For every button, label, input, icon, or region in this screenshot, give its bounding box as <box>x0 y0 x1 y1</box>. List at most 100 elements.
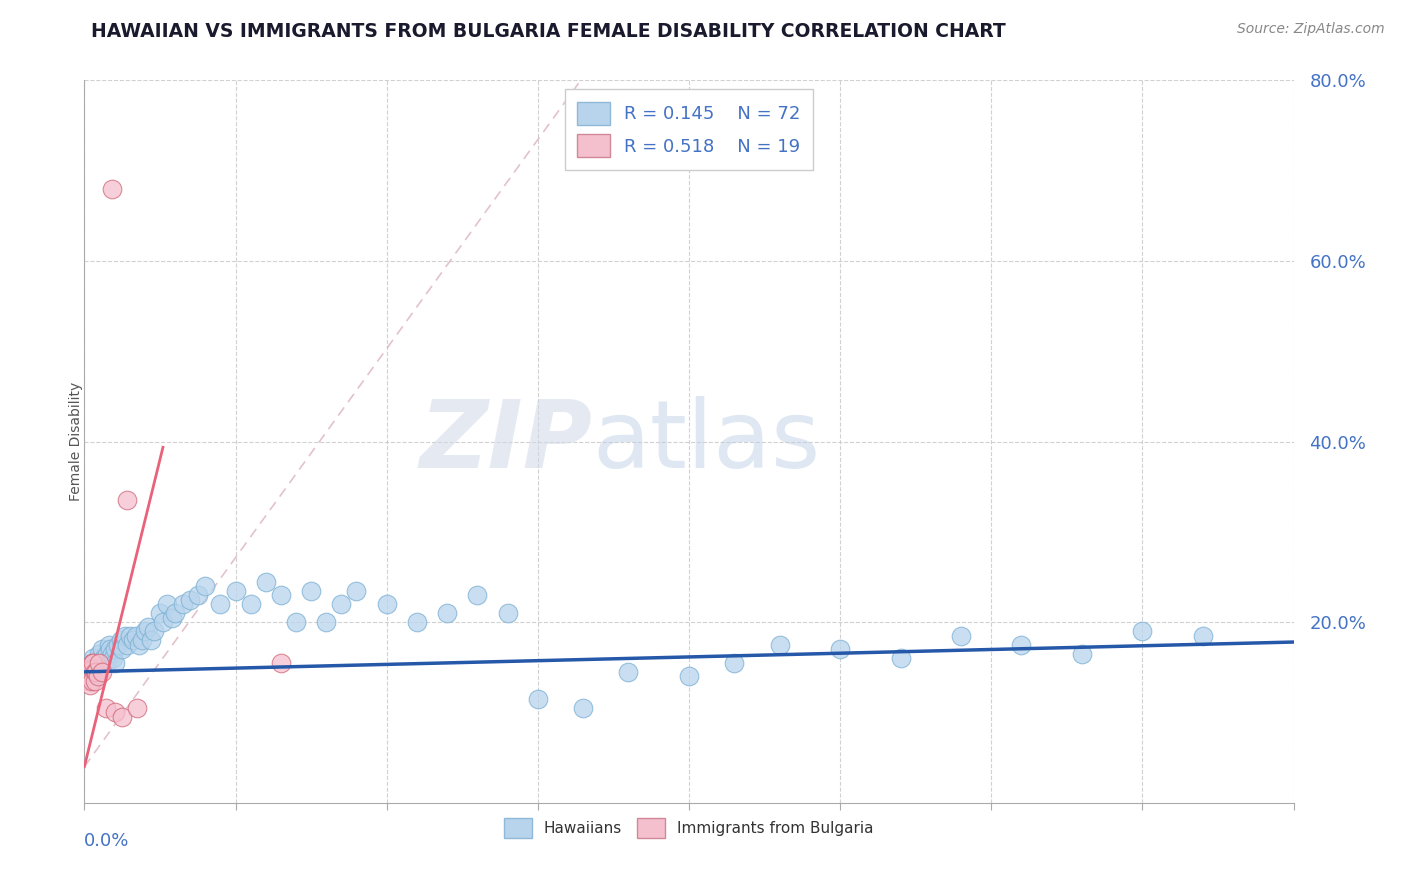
Point <box>270 656 292 670</box>
Point <box>299 583 322 598</box>
Point <box>86 665 108 679</box>
Point <box>160 610 183 624</box>
Point <box>315 615 337 630</box>
Point <box>134 624 156 639</box>
Point <box>172 597 194 611</box>
Point <box>93 651 115 665</box>
Point <box>152 615 174 630</box>
Point <box>91 642 114 657</box>
Point <box>80 673 103 688</box>
Point <box>80 662 103 676</box>
Point <box>91 665 114 679</box>
Point <box>830 642 852 657</box>
Y-axis label: Female Disability: Female Disability <box>69 382 83 501</box>
Point <box>125 629 148 643</box>
Point <box>79 669 101 683</box>
Point <box>104 656 127 670</box>
Point <box>115 493 138 508</box>
Point <box>89 660 111 674</box>
Point <box>80 656 103 670</box>
Point <box>149 606 172 620</box>
Point <box>79 678 101 692</box>
Point <box>1071 647 1094 661</box>
Point <box>98 642 121 657</box>
Point <box>115 638 138 652</box>
Point <box>330 597 353 611</box>
Point <box>769 638 792 652</box>
Point <box>80 662 103 676</box>
Point <box>209 597 232 611</box>
Point <box>100 647 122 661</box>
Point <box>128 638 150 652</box>
Text: Source: ZipAtlas.com: Source: ZipAtlas.com <box>1237 22 1385 37</box>
Point <box>617 665 640 679</box>
Point <box>89 656 111 670</box>
Point <box>111 642 134 657</box>
Point <box>94 701 117 715</box>
Point <box>406 615 429 630</box>
Point <box>142 624 165 639</box>
Point <box>270 588 292 602</box>
Point <box>80 656 103 670</box>
Text: atlas: atlas <box>592 395 821 488</box>
Point <box>121 633 143 648</box>
Point <box>950 629 973 643</box>
Point <box>225 583 247 598</box>
Legend: Hawaiians, Immigrants from Bulgaria: Hawaiians, Immigrants from Bulgaria <box>496 811 882 846</box>
Point <box>1192 629 1215 643</box>
Point <box>678 669 700 683</box>
Point <box>118 629 141 643</box>
Point <box>82 656 104 670</box>
Point <box>131 633 153 648</box>
Point <box>254 574 277 589</box>
Point <box>1130 624 1153 639</box>
Point <box>89 647 111 661</box>
Point <box>110 633 132 648</box>
Point <box>77 665 100 679</box>
Point <box>890 651 912 665</box>
Point <box>572 701 595 715</box>
Point <box>107 638 129 652</box>
Point <box>139 633 162 648</box>
Point <box>111 710 134 724</box>
Point <box>187 588 209 602</box>
Point <box>114 629 136 643</box>
Point <box>87 665 110 679</box>
Point <box>179 592 201 607</box>
Point <box>165 606 187 620</box>
Point <box>104 642 127 657</box>
Point <box>89 656 111 670</box>
Point <box>94 656 117 670</box>
Point <box>84 660 107 674</box>
Point <box>467 588 489 602</box>
Point <box>84 673 107 688</box>
Point <box>96 647 118 661</box>
Point <box>194 579 217 593</box>
Point <box>436 606 458 620</box>
Point <box>84 669 107 683</box>
Point <box>87 658 110 673</box>
Point <box>87 669 110 683</box>
Point <box>104 706 127 720</box>
Point <box>82 651 104 665</box>
Text: 0.0%: 0.0% <box>84 831 129 850</box>
Point <box>239 597 262 611</box>
Point <box>97 638 120 652</box>
Point <box>136 620 159 634</box>
Text: ZIP: ZIP <box>419 395 592 488</box>
Point <box>285 615 308 630</box>
Point <box>1011 638 1033 652</box>
Point <box>86 656 108 670</box>
Point <box>375 597 398 611</box>
Point <box>156 597 179 611</box>
Point <box>84 665 107 679</box>
Point <box>100 182 122 196</box>
Point <box>127 701 149 715</box>
Text: HAWAIIAN VS IMMIGRANTS FROM BULGARIA FEMALE DISABILITY CORRELATION CHART: HAWAIIAN VS IMMIGRANTS FROM BULGARIA FEM… <box>91 22 1007 41</box>
Point <box>77 673 100 688</box>
Point <box>723 656 745 670</box>
Point <box>346 583 368 598</box>
Point <box>527 692 550 706</box>
Point <box>101 651 124 665</box>
Point <box>496 606 519 620</box>
